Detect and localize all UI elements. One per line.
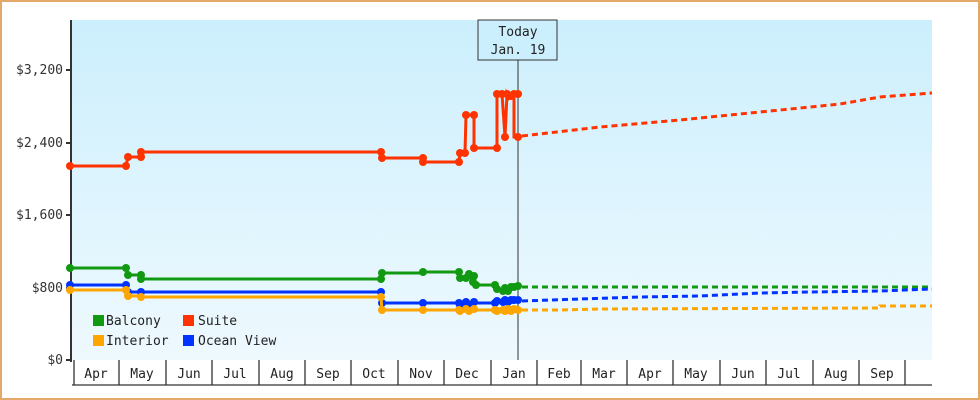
x-axis-months: [72, 360, 932, 386]
today-label: Today: [498, 25, 537, 40]
y-tick-label: $2,400: [16, 136, 63, 151]
x-tick-labels: Apr May Jun Jul Aug Sep Oct Nov Dec Jan …: [84, 367, 894, 382]
x-tick-label: Sep: [870, 367, 894, 382]
legend-item-interior[interactable]: Interior: [93, 334, 169, 349]
x-tick-label: Dec: [455, 367, 478, 382]
x-tick-label: Oct: [362, 367, 385, 382]
legend-item-ocean-view[interactable]: Ocean View: [183, 334, 276, 349]
x-tick-label: Nov: [409, 367, 433, 382]
x-tick-label: Jul: [223, 367, 246, 382]
legend-swatch-icon: [93, 335, 104, 346]
today-date-label: Jan. 19: [491, 43, 546, 58]
y-tick-label: $1,600: [16, 208, 63, 223]
legend-item-suite[interactable]: Suite: [183, 314, 237, 329]
x-tick-label: Aug: [270, 367, 293, 382]
legend-label: Ocean View: [198, 334, 276, 349]
y-tick-label: $0: [47, 353, 63, 368]
x-tick-label: May: [684, 367, 708, 382]
legend: Balcony Suite Interior Ocean View: [93, 314, 276, 349]
x-tick-label: Aug: [824, 367, 847, 382]
x-tick-label: Jul: [777, 367, 800, 382]
today-marker-box: [477, 19, 558, 61]
legend-item-balcony[interactable]: Balcony: [93, 314, 161, 329]
series-suite: [66, 88, 933, 170]
legend-swatch-icon: [183, 315, 194, 326]
x-tick-label: Apr: [638, 367, 662, 382]
series-balcony: [66, 264, 932, 295]
legend-swatch-icon: [183, 335, 194, 346]
x-tick-label: Apr: [84, 367, 108, 382]
series-ocean-view: [66, 281, 933, 309]
x-tick-label: Mar: [592, 367, 616, 382]
x-tick-label: May: [130, 367, 154, 382]
x-tick-label: Jun: [731, 367, 754, 382]
y-axis-ticks: $0 $800 $1,600 $2,400 $3,200: [16, 63, 72, 368]
legend-label: Interior: [106, 334, 169, 349]
legend-label: Balcony: [106, 314, 161, 329]
legend-label: Suite: [198, 314, 237, 329]
y-tick-label: $3,200: [16, 63, 63, 78]
x-tick-label: Jan: [502, 367, 525, 382]
x-tick-label: Jun: [177, 367, 200, 382]
x-tick-label: Sep: [316, 367, 340, 382]
y-tick-label: $800: [32, 281, 63, 296]
legend-swatch-icon: [93, 315, 104, 326]
x-tick-label: Feb: [547, 367, 571, 382]
series-interior: [66, 286, 932, 315]
